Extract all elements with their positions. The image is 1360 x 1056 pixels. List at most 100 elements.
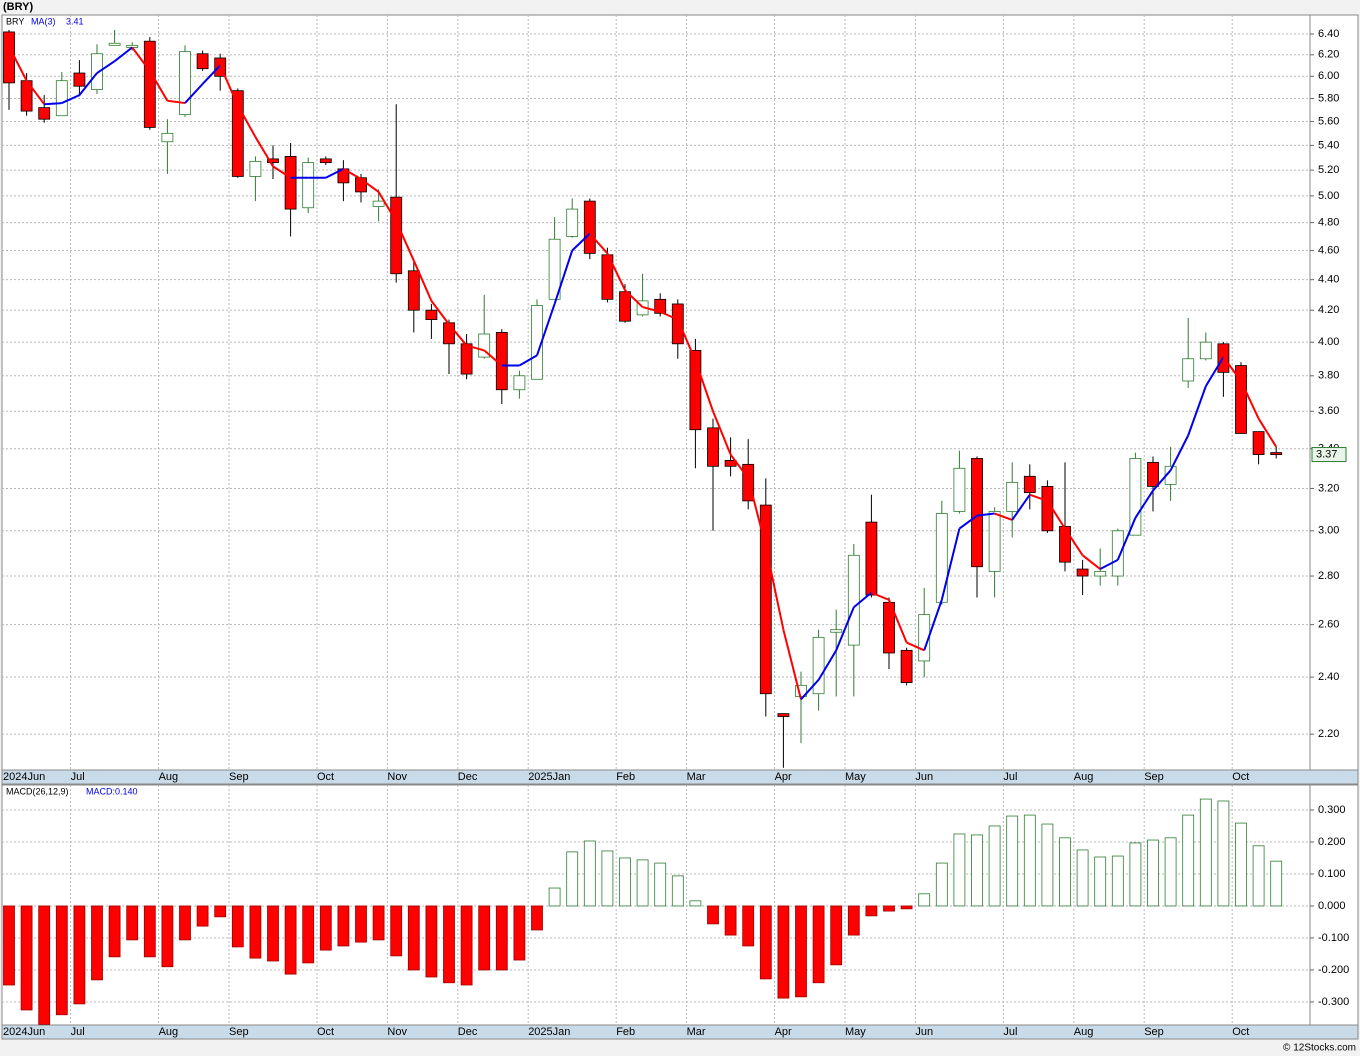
x-tick-label: May <box>845 771 866 783</box>
macd-bar <box>900 905 913 910</box>
y-tick-label: 0.300 <box>1318 804 1346 816</box>
y-tick-label: 2.20 <box>1318 728 1339 740</box>
macd-bar <box>513 905 526 961</box>
candle-body <box>38 107 51 120</box>
y-tick-label: 4.80 <box>1318 217 1339 229</box>
ma-segment <box>377 191 398 222</box>
symbol: BRY <box>6 16 24 26</box>
macd-bar <box>531 905 543 931</box>
macd-bar <box>777 905 790 999</box>
x-tick-label: 2025Jan <box>528 771 570 783</box>
macd-bar <box>443 905 455 984</box>
ma-segment <box>712 410 732 455</box>
macd-bar <box>583 840 596 907</box>
candle-body <box>355 177 367 193</box>
macd-bar <box>918 893 931 907</box>
candle-body <box>865 521 878 596</box>
ma-segment <box>1064 528 1084 556</box>
ma-segment <box>1240 380 1260 420</box>
macd-bar <box>91 905 103 981</box>
ma-segment <box>1011 494 1031 521</box>
ma-segment <box>642 306 661 313</box>
y-tick-label: 5.00 <box>1318 190 1339 202</box>
candle-body <box>742 463 755 502</box>
y-tick-label: 6.00 <box>1318 70 1339 82</box>
ma-segment <box>148 70 169 102</box>
macd-bar <box>988 825 1001 907</box>
ma-segment <box>676 319 697 361</box>
candle-body <box>566 208 579 237</box>
x-tick-label: Jun <box>915 1026 933 1038</box>
macd-bar <box>1217 800 1230 907</box>
ma-segment <box>483 349 503 367</box>
y-tick-label: 6.20 <box>1318 49 1339 61</box>
candle-body <box>1182 358 1195 382</box>
macd-axis <box>1309 784 1359 1026</box>
candle-body <box>935 513 948 603</box>
macd-bar <box>935 862 948 907</box>
ma-segment <box>360 178 380 193</box>
macd-bar <box>143 905 156 958</box>
candle-body <box>812 636 825 695</box>
ma-segment <box>25 80 46 105</box>
ma-segment <box>1099 558 1119 570</box>
macd-bar <box>566 851 579 907</box>
macd-bar <box>1059 837 1071 907</box>
ma-segment <box>1152 469 1172 492</box>
x-tick-label: Apr <box>775 1026 792 1038</box>
macd-bar <box>126 905 139 941</box>
x-tick-label: Mar <box>687 1026 706 1038</box>
ma-segment <box>61 94 80 104</box>
y-tick-label: 4.20 <box>1318 304 1339 316</box>
candle-body <box>671 303 684 345</box>
ma-segment <box>1134 489 1154 519</box>
ma-segment <box>1204 356 1225 387</box>
macd-bar <box>812 905 825 984</box>
y-tick-label: 4.60 <box>1318 244 1339 256</box>
ma-segment <box>571 232 591 252</box>
ma-segment <box>325 167 344 179</box>
ma-segment <box>729 453 750 479</box>
ma-segment <box>1029 493 1048 502</box>
candle-body <box>55 80 68 117</box>
candle-body <box>1147 461 1159 487</box>
ma-segment <box>871 591 890 601</box>
y-tick-label: 5.40 <box>1318 139 1339 151</box>
macd-value: MACD:0.140 <box>86 786 138 796</box>
y-tick-label: 3.80 <box>1318 370 1339 382</box>
macd-bar <box>636 859 649 907</box>
ma-segment <box>853 591 873 608</box>
x-tick-label: Sep <box>1144 771 1164 783</box>
x-tick-label: Feb <box>616 771 635 783</box>
ma-segment <box>694 360 714 412</box>
candle-body <box>1094 570 1107 577</box>
macd-bar <box>355 905 367 943</box>
macd-bar <box>654 862 667 907</box>
macd-bar <box>337 905 350 947</box>
candle-body <box>953 467 966 512</box>
x-tick-label: May <box>845 1026 866 1038</box>
x-tick-label: 2024Jun <box>3 1026 45 1038</box>
x-tick-label: Oct <box>317 1026 334 1038</box>
ma-segment <box>1046 500 1066 530</box>
candle-body <box>196 53 209 70</box>
candle-body <box>1076 568 1089 577</box>
ma-segment <box>553 250 574 305</box>
macd-bar <box>73 905 86 1005</box>
y-tick-label: 2.80 <box>1318 570 1339 582</box>
candle-body <box>918 614 931 662</box>
ma-segment <box>448 323 468 347</box>
x-tick-label: Dec <box>458 1026 478 1038</box>
candle-body <box>460 343 473 375</box>
ma-segment <box>1187 385 1207 436</box>
macd-bar <box>953 833 966 907</box>
ma-segment <box>958 514 978 530</box>
ma-segment <box>764 546 785 630</box>
macd-bar <box>865 905 878 917</box>
ma-segment <box>1222 356 1242 382</box>
ma-segment <box>8 45 28 82</box>
last-price-box <box>1311 447 1347 463</box>
macd-bar <box>372 905 385 941</box>
